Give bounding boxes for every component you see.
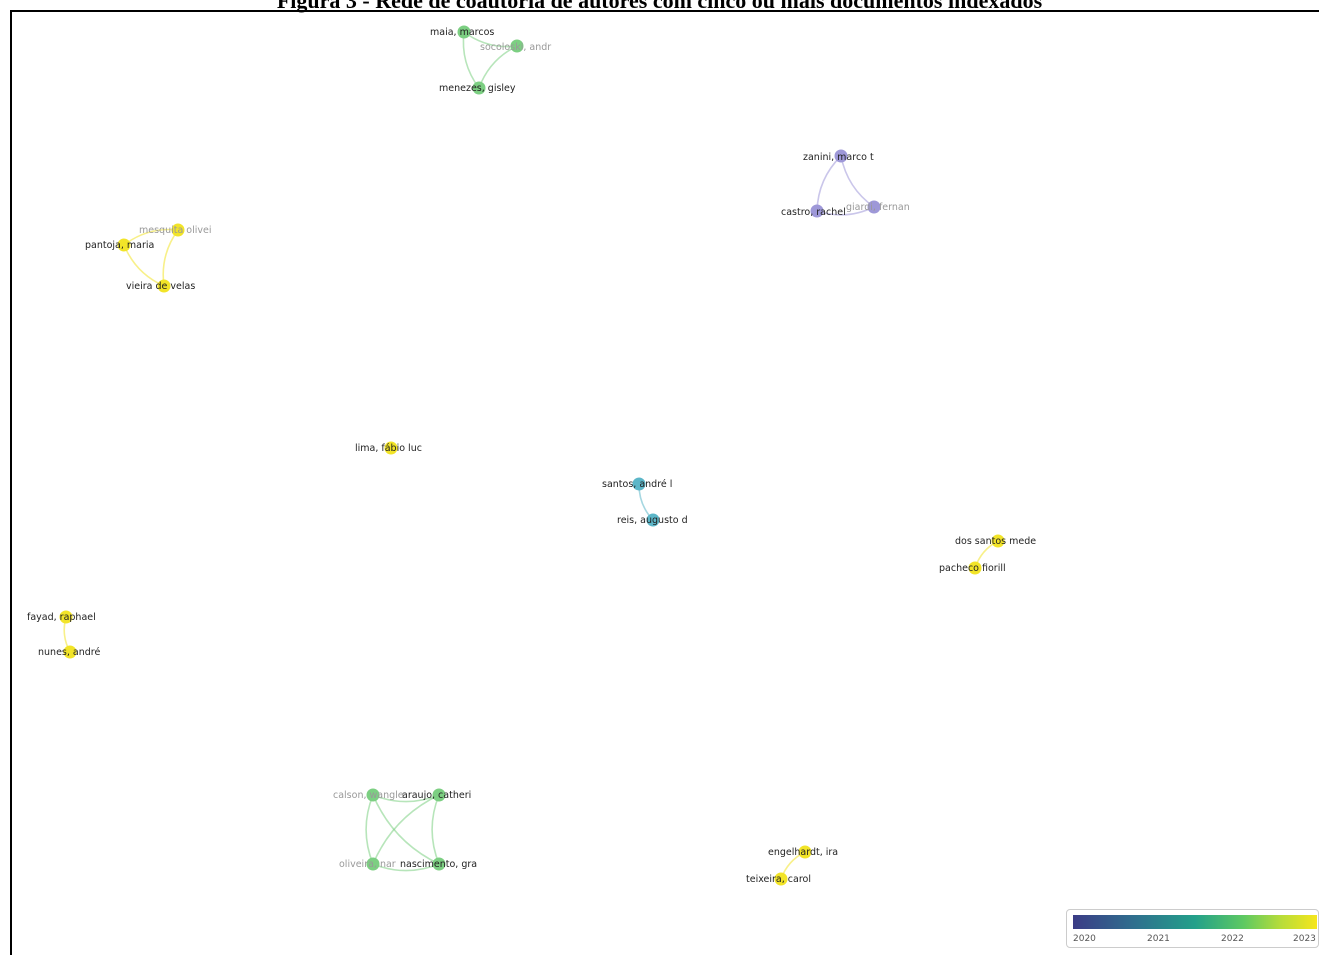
- edge-zanini-castro: [816, 155, 842, 212]
- legend-tick-2022: 2022: [1221, 934, 1244, 944]
- node-nunes[interactable]: [63, 645, 77, 659]
- node-label-araujo: araujo, catheri: [402, 790, 471, 801]
- edge-zanini-giardi: [840, 155, 875, 208]
- network-frame: [10, 10, 1319, 955]
- node-fayad[interactable]: [59, 610, 73, 624]
- node-nascimento[interactable]: [432, 857, 446, 871]
- node-menezes[interactable]: [472, 81, 486, 95]
- node-label-maia: maia, marcos: [430, 27, 494, 38]
- node-teixeira[interactable]: [774, 872, 788, 886]
- edge-araujo-oliveira: [372, 794, 440, 865]
- year-color-legend: 2020 2021 2022 2023: [1066, 909, 1319, 948]
- node-label-reis: reis, augusto d: [617, 515, 688, 526]
- node-pacheco[interactable]: [968, 561, 982, 575]
- edge-mesquita-vieira: [162, 229, 179, 287]
- node-layer: maia, marcos socoloski, andr menezes, gisl…: [27, 25, 1036, 886]
- node-reis[interactable]: [646, 513, 660, 527]
- legend-tick-2023: 2023: [1293, 934, 1316, 944]
- edge-calson-oliveira: [365, 794, 374, 865]
- figure-title: Figura 3 - Rede de coautoria de autores …: [276, 0, 1043, 13]
- node-oliveira[interactable]: [366, 857, 380, 871]
- edge-pantoja-vieira: [123, 244, 165, 287]
- node-label-socoloski: socoloski, andr: [480, 42, 551, 53]
- node-label-teixeira: teixeira, carol: [746, 874, 811, 885]
- node-label-nascimento: nascimento, gra: [400, 859, 477, 870]
- node-pantoja[interactable]: [117, 238, 131, 252]
- node-label-dossantos: dos santos mede: [955, 536, 1036, 547]
- node-label-zanini: zanini, marco t: [803, 152, 874, 163]
- node-label-engelhardt: engelhardt, ira: [768, 847, 838, 858]
- node-label-calson: calson, wangle: [333, 790, 404, 801]
- edge-araujo-nascimento: [431, 794, 440, 865]
- node-mesquita[interactable]: [171, 223, 185, 237]
- node-label-fayad: fayad, raphael: [27, 612, 96, 623]
- node-lima[interactable]: [384, 441, 398, 455]
- legend-tick-2021: 2021: [1147, 934, 1170, 944]
- node-label-mesquita: mesquita olivei: [139, 225, 212, 236]
- node-label-vieira: vieira de velas: [126, 281, 195, 292]
- node-engelhardt[interactable]: [798, 845, 812, 859]
- node-castro[interactable]: [810, 204, 824, 218]
- node-socoloski[interactable]: [510, 39, 524, 53]
- node-label-nunes: nunes, andré: [38, 647, 100, 658]
- node-label-pacheco: pacheco fiorill: [939, 563, 1006, 574]
- node-label-lima: lima, fábio luc: [355, 443, 422, 454]
- node-santos[interactable]: [632, 477, 646, 491]
- legend-tick-2020: 2020: [1073, 934, 1096, 944]
- node-label-castro: castro, rachel: [781, 207, 846, 218]
- node-araujo[interactable]: [432, 788, 446, 802]
- node-label-oliveira: oliveira, nar: [339, 859, 396, 870]
- year-gradient-bar: [1073, 915, 1317, 929]
- node-label-santos: santos, andré l: [602, 479, 672, 490]
- node-calson[interactable]: [366, 788, 380, 802]
- node-vieira[interactable]: [157, 279, 171, 293]
- node-giardi[interactable]: [867, 200, 881, 214]
- edge-calson-nascimento: [372, 794, 440, 865]
- node-label-menezes: menezes, gisley: [439, 83, 516, 94]
- node-zanini[interactable]: [834, 149, 848, 163]
- node-label-pantoja: pantoja, maria: [85, 240, 154, 251]
- node-label-giardi: giardi, fernan: [846, 202, 910, 213]
- node-maia[interactable]: [457, 25, 471, 39]
- node-dossantos[interactable]: [991, 534, 1005, 548]
